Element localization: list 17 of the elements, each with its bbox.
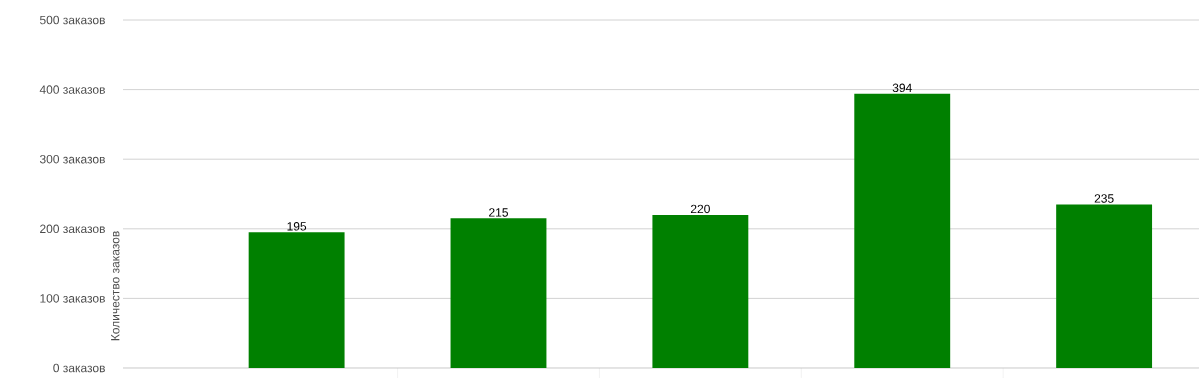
data-label: 220 xyxy=(690,204,710,214)
y-tick-label: 200 заказов xyxy=(40,224,105,234)
y-tick-label: 400 заказов xyxy=(39,85,105,94)
bar xyxy=(854,93,951,368)
y-tick-label: 300 заказов xyxy=(39,154,105,164)
data-label: 235 xyxy=(1094,194,1114,203)
y-axis-title: Количество заказов xyxy=(111,231,120,341)
bar xyxy=(450,218,547,368)
y-tick-label: 0 заказов xyxy=(53,363,105,373)
bar xyxy=(652,214,749,368)
data-label: 215 xyxy=(489,208,508,217)
y-tick-label: 100 заказов xyxy=(40,294,105,303)
bar xyxy=(1056,204,1153,368)
bar xyxy=(248,232,345,368)
y-tick-label: 500 заказов xyxy=(39,15,105,25)
data-label: 394 xyxy=(892,83,912,93)
data-label: 195 xyxy=(287,222,307,231)
